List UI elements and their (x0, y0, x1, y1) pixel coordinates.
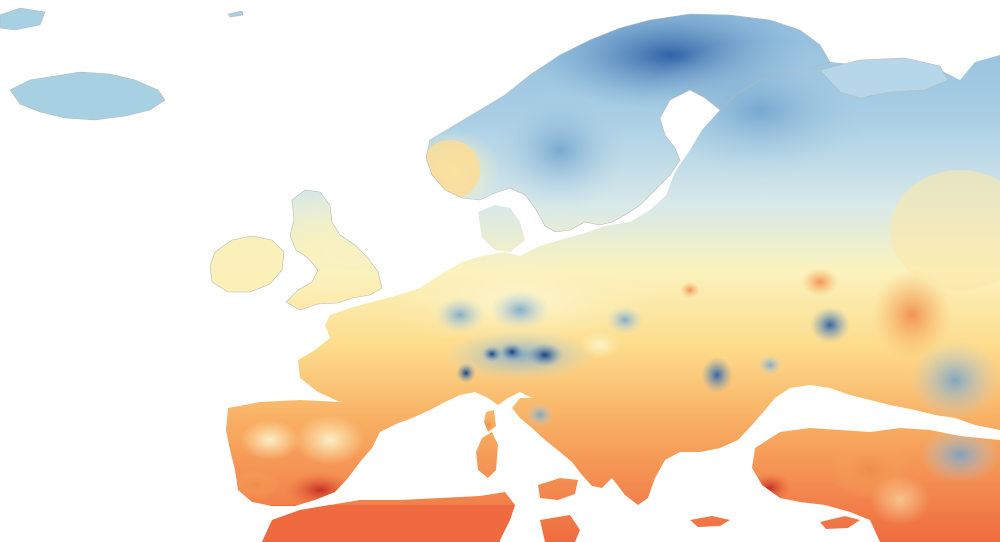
kola-peninsula (819, 57, 949, 99)
novaya-zemlya-fragment (227, 10, 244, 18)
coastlines (9, 13, 831, 311)
svalbard-fragment (0, 7, 46, 31)
